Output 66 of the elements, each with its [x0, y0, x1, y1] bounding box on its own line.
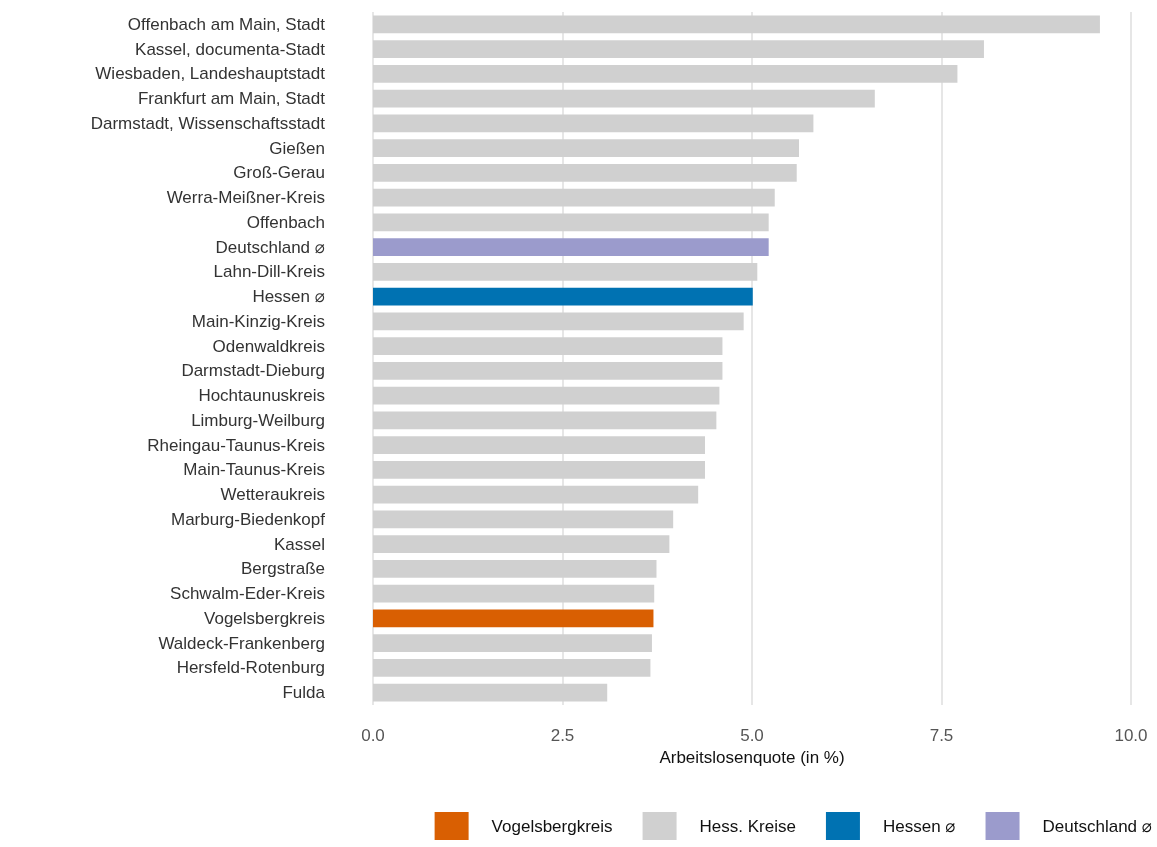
bar	[373, 510, 674, 529]
y-tick-label: Lahn-Dill-Kreis	[213, 262, 325, 282]
y-tick-label: Offenbach	[246, 212, 325, 232]
y-tick-label: Hersfeld-Rotenburg	[176, 658, 325, 678]
y-tick-label: Wiesbaden, Landeshauptstadt	[95, 64, 326, 84]
y-tick-label: Groß-Gerau	[233, 163, 325, 183]
y-tick-label: Hochtaunuskreis	[198, 386, 325, 406]
bar	[373, 238, 769, 257]
y-tick-label: Kassel	[273, 534, 325, 554]
bar	[373, 634, 652, 653]
bar	[373, 213, 769, 232]
legend-label: Vogelsbergkreis	[491, 816, 613, 836]
y-tick-label: Deutschland ⌀	[215, 237, 325, 257]
bar	[373, 114, 814, 133]
x-axis-title: Arbeitslosenquote (in %)	[659, 747, 845, 767]
bar	[373, 535, 670, 554]
bar	[373, 139, 799, 158]
y-tick-label: Main-Taunus-Kreis	[183, 460, 325, 480]
y-tick-label: Frankfurt am Main, Stadt	[137, 89, 326, 109]
y-tick-label: Fulda	[282, 683, 326, 703]
bar	[373, 584, 655, 603]
bar	[373, 609, 654, 628]
y-tick-label: Schwalm-Eder-Kreis	[170, 584, 325, 604]
bar	[373, 64, 958, 83]
bar	[373, 89, 875, 108]
bar	[373, 559, 657, 578]
bar	[373, 386, 720, 405]
y-tick-label: Werra-Meißner-Kreis	[166, 188, 325, 208]
y-tick-label: Main-Kinzig-Kreis	[191, 311, 325, 331]
y-tick-label: Darmstadt-Dieburg	[181, 361, 325, 381]
bar	[373, 337, 723, 356]
y-tick-label: Limburg-Weilburg	[191, 410, 325, 430]
legend-label: Hessen ⌀	[882, 816, 956, 836]
x-tick-label: 7.5	[929, 726, 954, 745]
bar	[373, 658, 651, 677]
bar	[373, 262, 758, 281]
bar	[373, 188, 775, 207]
bar	[373, 436, 705, 455]
y-tick-label: Hessen ⌀	[252, 287, 325, 307]
x-tick-label: 2.5	[550, 726, 575, 745]
y-tick-label: Offenbach am Main, Stadt	[127, 14, 326, 34]
bar	[373, 361, 723, 380]
y-tick-label: Darmstadt, Wissenschaftsstadt	[90, 113, 326, 133]
bar	[373, 312, 744, 331]
bar	[373, 163, 797, 182]
bar	[373, 460, 705, 479]
bar	[373, 411, 717, 430]
bar	[373, 40, 984, 59]
y-tick-label: Wetteraukreis	[220, 485, 325, 505]
x-tick-label: 10.0	[1114, 726, 1148, 745]
y-tick-label: Kassel, documenta-Stadt	[135, 39, 326, 59]
y-tick-label: Gießen	[269, 138, 325, 158]
y-tick-label: Bergstraße	[240, 559, 325, 579]
y-tick-label: Waldeck-Frankenberg	[158, 633, 325, 653]
x-tick-label: 0.0	[361, 726, 385, 745]
legend-label: Hess. Kreise	[699, 816, 796, 836]
legend-label: Deutschland ⌀	[1042, 816, 1153, 836]
y-tick-label: Odenwaldkreis	[212, 336, 325, 356]
bar	[373, 485, 699, 504]
y-tick-label: Rheingau-Taunus-Kreis	[147, 435, 325, 455]
y-tick-label: Marburg-Biedenkopf	[170, 509, 326, 529]
x-tick-label: 5.0	[740, 726, 764, 745]
y-tick-label: Vogelsbergkreis	[204, 608, 325, 628]
bar	[373, 683, 608, 702]
bar	[373, 15, 1100, 34]
bar	[373, 287, 753, 306]
